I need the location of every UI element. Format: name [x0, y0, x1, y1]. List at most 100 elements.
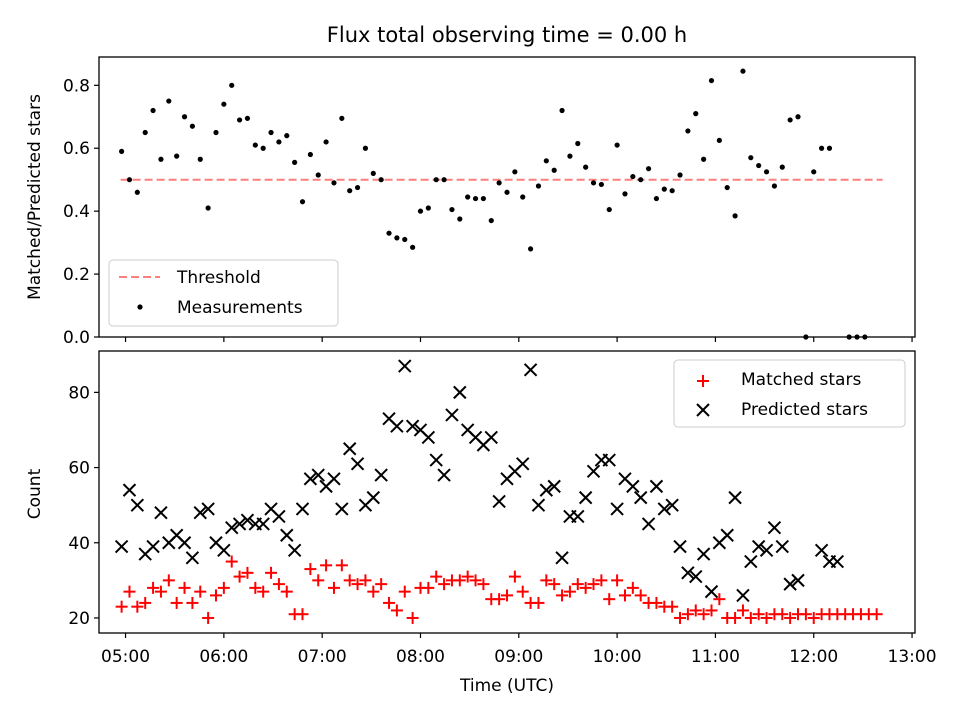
- predicted-star-point: [681, 566, 695, 580]
- measurement-point: [763, 169, 770, 175]
- measurement-point: [630, 173, 636, 180]
- legend-threshold-label: Threshold: [176, 268, 261, 288]
- matched-star-point: [760, 611, 773, 624]
- count-y-tick-label: 80: [68, 383, 90, 403]
- matched-star-point: [540, 574, 553, 587]
- measurement-point: [134, 189, 140, 195]
- predicted-star-point: [696, 547, 711, 561]
- measurement-point: [284, 133, 290, 139]
- predicted-star-point: [759, 543, 774, 557]
- measurement-point: [575, 140, 581, 147]
- matched-star-point: [162, 574, 175, 587]
- matched-star-point: [280, 585, 293, 598]
- matched-star-point: [202, 611, 215, 624]
- measurement-point: [661, 186, 667, 192]
- matched-star-point: [438, 578, 451, 591]
- predicted-star-point: [225, 521, 239, 535]
- measurement-point: [543, 158, 549, 164]
- matched-star-point: [650, 596, 663, 609]
- predicted-star-point: [342, 442, 357, 456]
- measurement-point: [276, 139, 282, 145]
- matched-star-point: [422, 581, 435, 594]
- measurement-point: [158, 156, 164, 162]
- matched-star-point: [335, 559, 348, 572]
- matched-star-point: [501, 589, 513, 602]
- measurement-point: [527, 246, 534, 252]
- measurement-point: [449, 206, 455, 213]
- matched-star-point: [532, 596, 545, 609]
- matched-star-point: [351, 578, 364, 591]
- measurement-point: [645, 166, 652, 172]
- measurement-point: [669, 188, 675, 194]
- measurement-point: [724, 184, 730, 191]
- predicted-star-point: [122, 483, 137, 497]
- count-y-tick-label: 40: [68, 534, 90, 554]
- predicted-star-point: [114, 539, 129, 554]
- matched-star-point: [516, 585, 529, 598]
- measurement-point: [693, 111, 699, 117]
- count-y-tick-label: 60: [68, 459, 90, 479]
- predicted-star-point: [736, 588, 750, 603]
- matched-star-point: [799, 608, 812, 621]
- measurement-point: [748, 155, 754, 161]
- predicted-star-point: [767, 521, 782, 535]
- predicted-star-point: [453, 385, 467, 400]
- predicted-star-point: [154, 505, 168, 520]
- predicted-star-point: [232, 517, 247, 531]
- predicted-star-point: [665, 498, 679, 512]
- predicted-star-point: [146, 539, 160, 554]
- matched-star-point: [147, 581, 160, 594]
- measurement-point: [189, 123, 195, 129]
- count-panel: Count Time (UTC) 20 40 60 80 05:00 06:00 07:00…: [25, 350, 937, 696]
- ratio-y-tick-label: 0.2: [63, 265, 90, 285]
- measurement-point: [606, 206, 612, 213]
- predicted-star-point: [689, 569, 703, 584]
- matched-star-point: [556, 589, 569, 602]
- measurement-point: [567, 153, 573, 159]
- matched-star-point: [674, 611, 687, 624]
- predicted-star-point: [327, 472, 341, 486]
- matched-star-point: [469, 574, 482, 587]
- predicted-star-point: [626, 479, 640, 494]
- measurement-point: [614, 142, 620, 148]
- matched-star-point: [744, 611, 757, 624]
- predicted-star-point: [728, 490, 742, 505]
- legend-matched-label: Matched stars: [741, 370, 861, 390]
- predicted-star-point: [610, 502, 624, 516]
- matched-star-point: [194, 585, 207, 598]
- count-y-tick-label: 20: [68, 609, 90, 629]
- matched-star-point: [265, 566, 278, 579]
- measurement-point: [299, 199, 306, 205]
- measurement-point: [826, 145, 833, 151]
- predicted-star-point: [492, 494, 506, 509]
- matched-star-point: [618, 589, 631, 602]
- matched-star-point: [666, 600, 679, 613]
- x-tick-label: 05:00: [101, 647, 150, 667]
- predicted-star-point: [272, 509, 286, 524]
- matched-star-point: [170, 596, 183, 609]
- x-tick-label: 10:00: [593, 647, 642, 667]
- predicted-star-point: [657, 502, 672, 516]
- matched-star-point: [123, 585, 136, 598]
- predicted-star-point: [704, 584, 719, 599]
- predicted-star-point: [295, 502, 310, 516]
- predicted-star-point: [280, 528, 294, 542]
- count-legend-box: [673, 359, 906, 428]
- matched-star-point: [249, 581, 262, 594]
- matched-star-point: [375, 578, 388, 591]
- matched-star-point: [115, 600, 128, 613]
- matched-star-point: [689, 604, 702, 617]
- measurement-point: [811, 169, 817, 175]
- matched-star-point: [776, 608, 789, 621]
- predicted-star-point: [673, 539, 687, 554]
- predicted-star-point: [405, 419, 420, 433]
- matched-star-point: [178, 581, 191, 594]
- measurement-point: [677, 172, 683, 178]
- matched-star-point: [139, 596, 152, 609]
- matched-star-point: [343, 574, 356, 587]
- matched-star-point: [233, 570, 246, 583]
- matched-star-point: [870, 608, 883, 621]
- measurement-point: [252, 142, 258, 148]
- measurement-point: [323, 139, 329, 145]
- matched-star-point: [430, 570, 443, 583]
